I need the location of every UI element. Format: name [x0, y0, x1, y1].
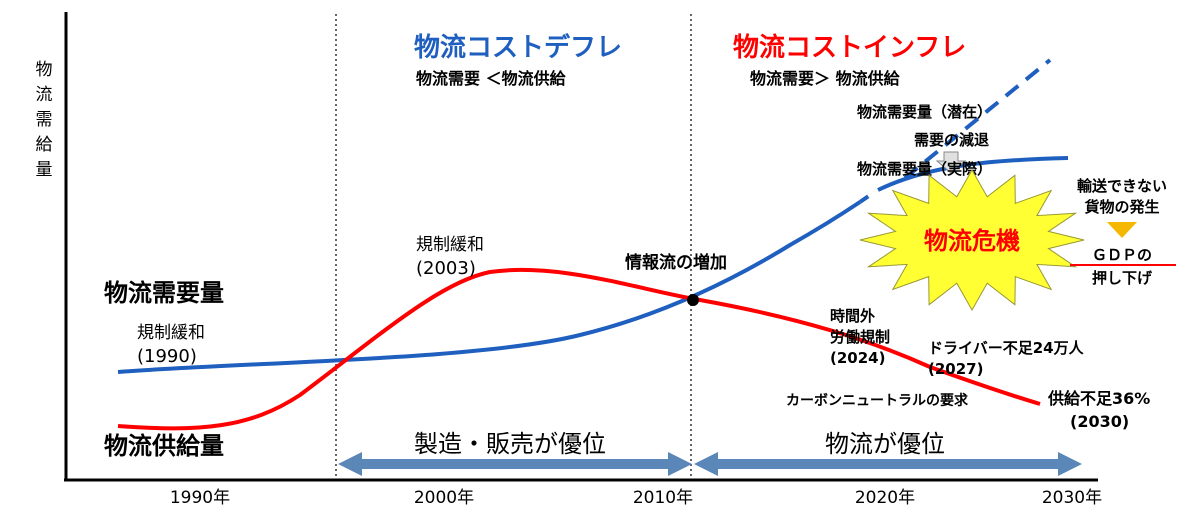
x-tick-2000: 2000年	[414, 488, 474, 508]
down-triangle-icon	[1107, 222, 1137, 238]
demand-curve	[117, 200, 862, 374]
intersection-point	[687, 294, 699, 306]
logistics-advantage-label: 物流が優位	[825, 430, 945, 458]
driver-shortage-label: ドライバー不足24万人	[928, 339, 1085, 357]
supply-curve	[117, 267, 1041, 431]
deregulation-2003-year: (2003)	[416, 258, 476, 279]
gdp-line1: ＧＤＰの	[1092, 246, 1152, 264]
x-tick-1990: 1990年	[170, 488, 230, 508]
supply-shortage-label: 供給不足36%	[1047, 389, 1150, 408]
double-arrow-logistics	[694, 452, 1082, 476]
inflation-title: 物流コストインフレ	[733, 33, 966, 63]
demand-decline-label: 需要の減退	[914, 131, 989, 149]
supply-shortage-year: (2030)	[1070, 412, 1129, 431]
overtime-line1: 時間外	[830, 307, 875, 325]
crisis-burst	[859, 168, 1085, 312]
deregulation-1990-year: (1990)	[137, 346, 197, 367]
overtime-line2: 労働規制	[830, 328, 890, 346]
x-tick-2010: 2010年	[633, 488, 693, 508]
deflation-title: 物流コストデフレ	[414, 32, 622, 63]
demand-actual-line	[877, 156, 1069, 192]
info-flow-label: 情報流の増加	[625, 252, 727, 273]
x-tick-2030: 2030年	[1042, 488, 1102, 508]
driver-shortage-year: (2027)	[928, 360, 983, 378]
manufacturing-advantage-label: 製造・販売が優位	[414, 430, 606, 458]
deflation-subtitle: 物流需要 ＜物流供給	[416, 69, 567, 88]
demand-curve-dashed	[858, 191, 875, 204]
undeliverable-line1: 輸送できない	[1077, 177, 1167, 195]
supply-series-label: 物流供給量	[104, 432, 224, 460]
undeliverable-line2: 貨物の発生	[1084, 198, 1159, 216]
inflation-subtitle: 物流需要＞ 物流供給	[750, 69, 901, 88]
decline-arrow-icon	[935, 151, 967, 174]
deregulation-1990-title: 規制緩和	[137, 323, 205, 343]
demand-potential-label: 物流需要量（潜在）	[857, 103, 992, 121]
demand-series-label: 物流需要量	[104, 279, 224, 307]
crisis-label: 物流危機	[924, 227, 1020, 255]
svg-text:物流需給量: 物流需給量	[36, 60, 53, 180]
gdp-line2: 押し下げ	[1092, 269, 1153, 287]
carbon-neutral-label: カーボンニュートラルの要求	[786, 392, 969, 409]
demand-actual-label: 物流需要量（実際）	[857, 160, 992, 178]
y-axis-label: 物流需給量	[36, 60, 53, 180]
double-arrow-manufacturing	[338, 452, 692, 476]
overtime-line3: (2024)	[830, 349, 885, 367]
demand-potential-line	[903, 58, 1052, 180]
deregulation-2003-title: 規制緩和	[416, 235, 484, 255]
x-tick-2020: 2020年	[855, 488, 915, 508]
